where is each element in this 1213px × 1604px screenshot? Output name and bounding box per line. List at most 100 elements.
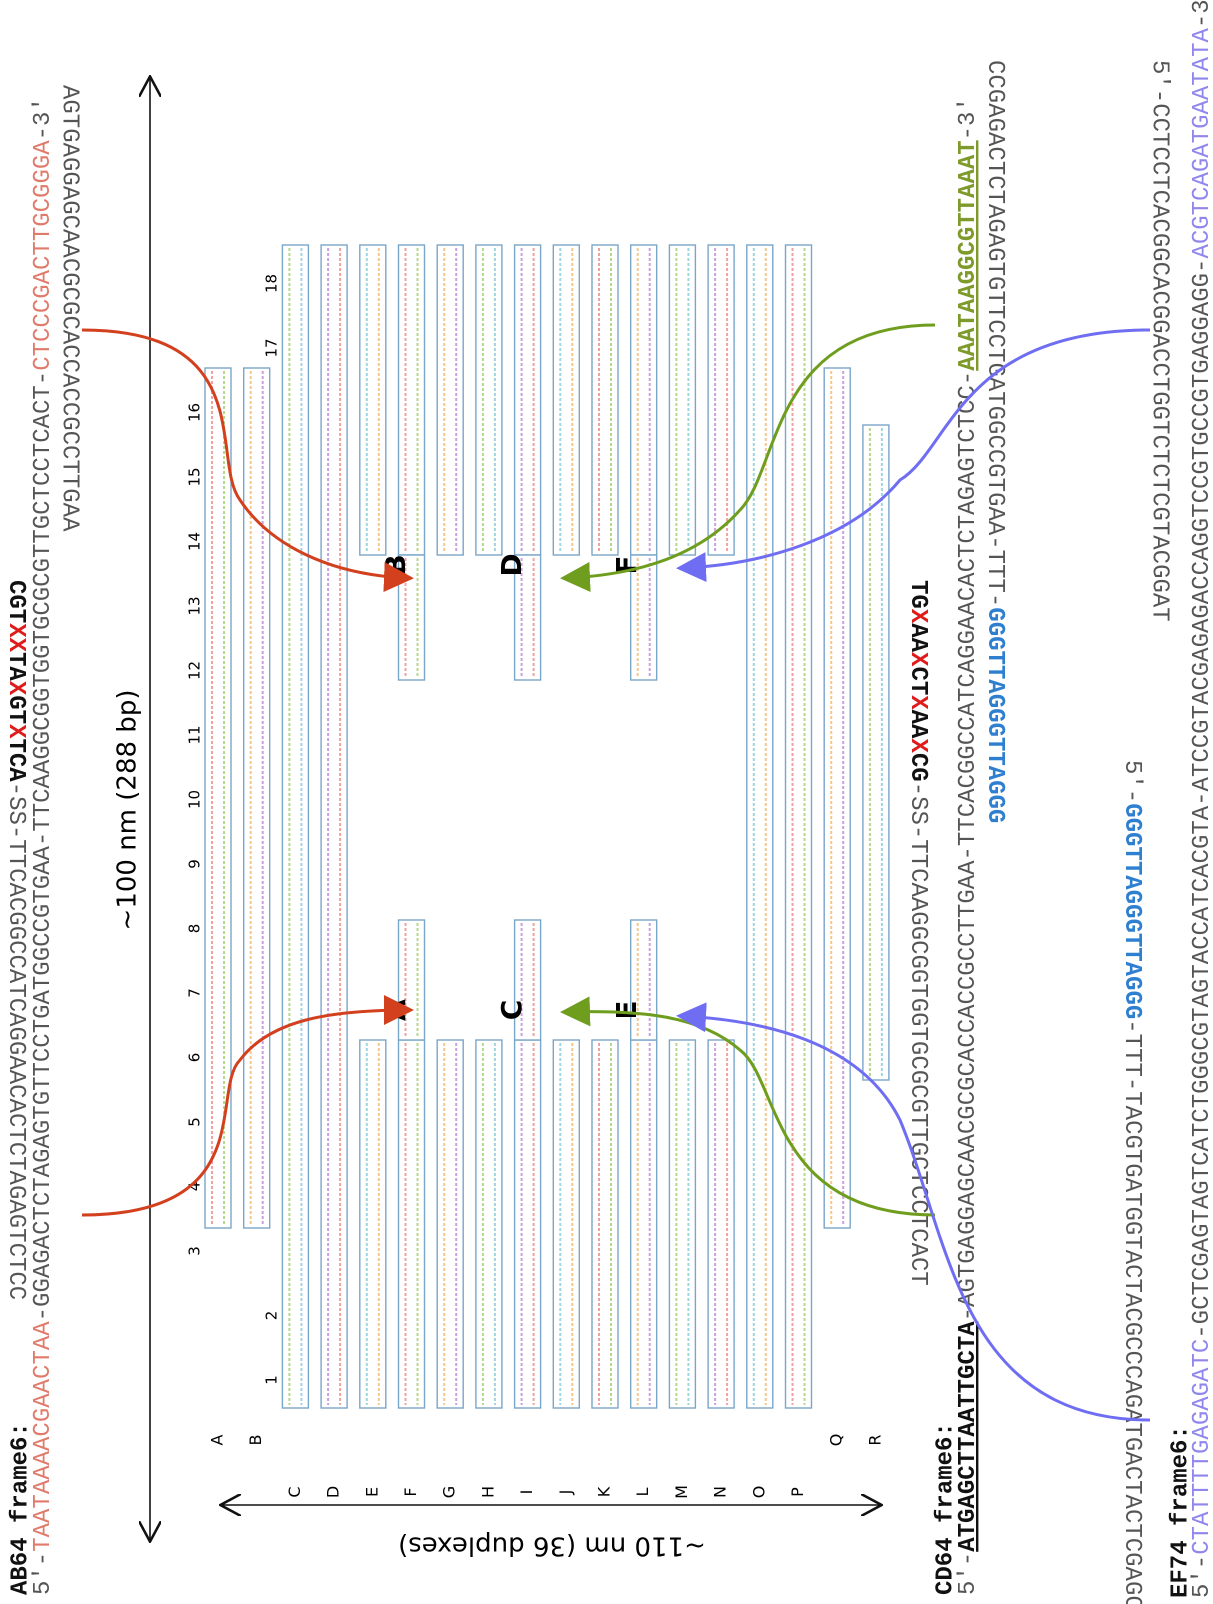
duplex [476, 1040, 502, 1408]
duplex [592, 245, 618, 555]
duplex [515, 1040, 541, 1408]
seq: GGGTTAGGGTTAGGG [981, 607, 1008, 823]
seq: 5'- [1189, 1555, 1213, 1598]
duplex [244, 368, 270, 1228]
strand-sequence: CCGAGACTCTAGAGTGTTCCTGATGGCCGTGAA-TTT-GG… [981, 60, 1008, 823]
row-label: O [749, 1486, 768, 1499]
row-label: H [478, 1486, 497, 1498]
row-label: A [208, 1434, 227, 1445]
row-label: N [711, 1486, 730, 1498]
row-label: L [633, 1487, 652, 1496]
duplex [553, 245, 579, 555]
dimension-label: ~110 nm (36 duplexes) [398, 1531, 706, 1561]
strand-sequence: 5'-GGGTTAGGGTTAGGG-TTT-TACGTGATGGTACTACG… [1118, 760, 1145, 1604]
duplex [631, 245, 657, 555]
column-label: 5 [186, 1117, 204, 1127]
duplex [437, 1040, 463, 1408]
column-label: 12 [186, 661, 204, 680]
dimension-label: ~100 nm (288 bp) [113, 690, 143, 931]
duplex [824, 368, 850, 1228]
seq: CGT [2, 580, 29, 623]
seq: -GGAGACTCTAGAGTGTTCCTGATGGCCGTGAA-TTCAAG… [30, 371, 57, 1322]
seq: CCGAGACTCTAGAGTGTTCCTGATGGCCGTGAA-TTT- [981, 60, 1008, 607]
seq: 5'- [1118, 760, 1145, 803]
seq: -3' [1189, 0, 1213, 28]
seq: CTATTTTGAGAGATC [1189, 1339, 1213, 1555]
column-label: 9 [186, 859, 204, 869]
duplex [437, 245, 463, 555]
duplex [631, 920, 657, 1040]
seq: AA [904, 710, 931, 739]
column-label: 18 [263, 274, 281, 293]
figure: ABCDEFGHIJKLMNOPQR1234567891011121314151… [0, 0, 1213, 1604]
seq: AA [904, 623, 931, 652]
duplex [399, 245, 425, 555]
site-label: E [610, 1000, 643, 1019]
seq: -SS-TTCAAGGCGGTGGTGCGCGTTGCTCCTCACT [904, 782, 931, 1286]
column-label: 1 [263, 1375, 281, 1385]
row-label: P [788, 1487, 807, 1497]
row-label: D [324, 1486, 343, 1498]
row-label: R [865, 1434, 884, 1445]
seq: TAATAAAACGAACTAA [30, 1321, 57, 1552]
column-label: 14 [186, 532, 204, 551]
duplex [708, 1040, 734, 1408]
seq: -GCTCGAGTAGTCATCTGGGCGTAGTACCATCACGTA-AT… [1189, 259, 1213, 1339]
strand-sequence: 5'-TAATAAAACGAACTAA-GGAGACTCTAGAGTGTTCCT… [30, 97, 57, 1595]
column-label: 17 [263, 338, 281, 357]
row-label: B [246, 1435, 265, 1446]
strand-sequence: 5'-CCTCCTCACGGCACGGACCTGGTCTCTCGTACGGAT [1146, 60, 1173, 622]
column-label: 8 [186, 924, 204, 934]
column-label: 2 [263, 1311, 281, 1321]
site-label: D [495, 553, 528, 576]
column-label: 6 [186, 1053, 204, 1063]
duplex [863, 425, 889, 1080]
duplex [360, 1040, 386, 1408]
duplex [399, 1040, 425, 1408]
seq: GGGTTAGGGTTAGGG [1118, 803, 1145, 1019]
column-label: 7 [186, 988, 204, 998]
seq: -3' [955, 97, 982, 140]
seq: CT [904, 666, 931, 695]
strand-sequence: TGXAAXCTXAAXCG-SS-TTCAAGGCGGTGGTGCGCGTTG… [904, 580, 931, 1286]
duplex [399, 920, 425, 1040]
seq: TA [2, 652, 29, 681]
duplex [553, 1040, 579, 1408]
strand-sequence: CGTXXTAXGTXTCA-SS-TTCACGGCCATCAGGAACACTC… [2, 580, 29, 1300]
duplex [282, 245, 308, 1408]
seq: X [904, 652, 931, 667]
seq: -AGTGAGGAGCAACGCGCACCACCGCCTTGAA-TTCACGG… [955, 371, 982, 1322]
seq: ATGAGCTTAATTGCTA [955, 1321, 982, 1552]
seq: CG [904, 753, 931, 782]
column-label: 16 [186, 403, 204, 422]
seq: CTCCCGACTTGCGGGA [30, 140, 57, 371]
seq: X [904, 695, 931, 710]
row-label: Q [827, 1434, 846, 1447]
row-label: G [440, 1486, 459, 1498]
seq: -TTT-TACGTGATGGTACTACGCCCAGATGACTACTCGAG… [1118, 1019, 1145, 1604]
seq: X [2, 638, 29, 653]
row-label: I [517, 1490, 536, 1495]
duplex [786, 245, 812, 1408]
duplex [476, 245, 502, 555]
seq: -3' [30, 97, 57, 140]
strand-sequence: 5'-CTATTTTGAGAGATC-GCTCGAGTAGTCATCTGGGCG… [1189, 0, 1213, 1598]
seq: 5'- [955, 1552, 982, 1595]
seq: X [2, 724, 29, 739]
strand-sequence: 5'-ATGAGCTTAATTGCTA-AGTGAGGAGCAACGCGCACC… [955, 97, 982, 1595]
column-label: 15 [186, 467, 204, 486]
column-label: 10 [186, 790, 204, 809]
duplex [360, 245, 386, 555]
column-label: 13 [186, 596, 204, 615]
row-label: C [285, 1486, 304, 1497]
column-label: 11 [186, 725, 204, 744]
seq: AAATAAGGCGTTAAAT [955, 140, 982, 370]
seq: -SS-TTCACGGCCATCAGGAACACTCTAGAGTCTCC [2, 782, 29, 1300]
row-label: M [672, 1485, 691, 1499]
seq: 5'- [30, 1552, 57, 1595]
row-label: K [595, 1486, 614, 1497]
duplex [515, 920, 541, 1040]
duplex [708, 245, 734, 555]
seq: ACGTCAGATGAATATA [1189, 28, 1213, 259]
seq: X [2, 681, 29, 696]
